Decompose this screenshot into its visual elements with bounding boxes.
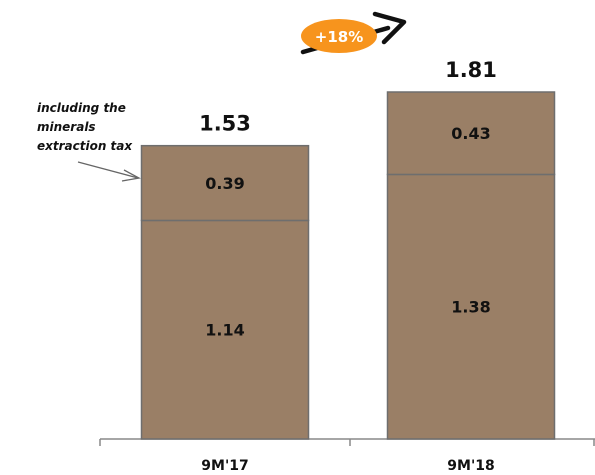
labels-layer: 1.14 0.39 1.53 9M'17 1.38 0.43 1.81 9M'18: [199, 58, 497, 474]
growth-indicator: +18%: [300, 11, 407, 55]
growth-badge-label: +18%: [315, 28, 363, 46]
annotation-arrow-head: [121, 169, 141, 182]
bar-mineral-tax-value-label-2: 0.43: [451, 124, 490, 143]
growth-badge: [301, 19, 377, 53]
bar-mineral-tax-2: [386, 91, 556, 176]
bar-mineral-tax-value-label-1: 0.39: [205, 174, 244, 193]
annotation-line-3: extraction tax: [37, 139, 133, 153]
bar-total-label-2: 1.81: [445, 58, 497, 82]
bars-layer: [140, 91, 556, 440]
bar-base-2: [386, 173, 556, 440]
category-label-2: 9M'18: [447, 458, 494, 474]
annotation-line-2: minerals: [37, 120, 96, 134]
annotation-arrow-line: [77, 161, 139, 179]
bar-base-value-label-1: 1.14: [205, 321, 244, 340]
annotation-line-1: including the: [37, 101, 126, 115]
bar-total-label-1: 1.53: [199, 112, 251, 136]
bar-mineral-tax-1: [140, 144, 310, 222]
category-label-1: 9M'17: [201, 458, 248, 474]
annotation-note: including the minerals extraction tax: [37, 101, 141, 182]
bar-base-1: [140, 219, 310, 440]
growth-arrow-head: [372, 11, 407, 45]
bar-base-value-label-2: 1.38: [451, 298, 490, 317]
